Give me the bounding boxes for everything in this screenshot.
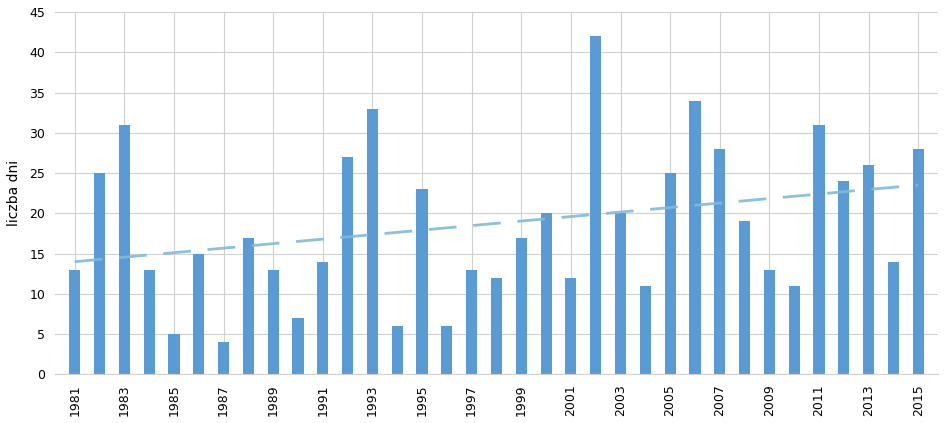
Bar (639, 286, 650, 374)
Bar (69, 270, 80, 374)
Bar (688, 101, 700, 374)
Bar (391, 326, 402, 374)
Bar (168, 334, 179, 374)
Bar (664, 173, 675, 374)
Bar (565, 278, 576, 374)
Bar (738, 221, 750, 374)
Bar (862, 165, 873, 374)
Bar (515, 237, 527, 374)
Bar (912, 149, 923, 374)
Bar (218, 342, 228, 374)
Bar (416, 189, 428, 374)
Bar (243, 237, 254, 374)
Bar (465, 270, 477, 374)
Bar (441, 326, 452, 374)
Bar (317, 262, 329, 374)
Bar (763, 270, 774, 374)
Bar (342, 157, 353, 374)
Bar (267, 270, 278, 374)
Bar (615, 213, 626, 374)
Bar (93, 173, 105, 374)
Bar (292, 318, 303, 374)
Bar (193, 254, 204, 374)
Bar (366, 109, 378, 374)
Bar (540, 213, 551, 374)
Bar (143, 270, 155, 374)
Bar (837, 181, 849, 374)
Bar (787, 286, 799, 374)
Bar (119, 125, 129, 374)
Bar (714, 149, 725, 374)
Y-axis label: liczba dni: liczba dni (7, 160, 21, 226)
Bar (490, 278, 501, 374)
Bar (886, 262, 898, 374)
Bar (589, 36, 600, 374)
Bar (813, 125, 824, 374)
